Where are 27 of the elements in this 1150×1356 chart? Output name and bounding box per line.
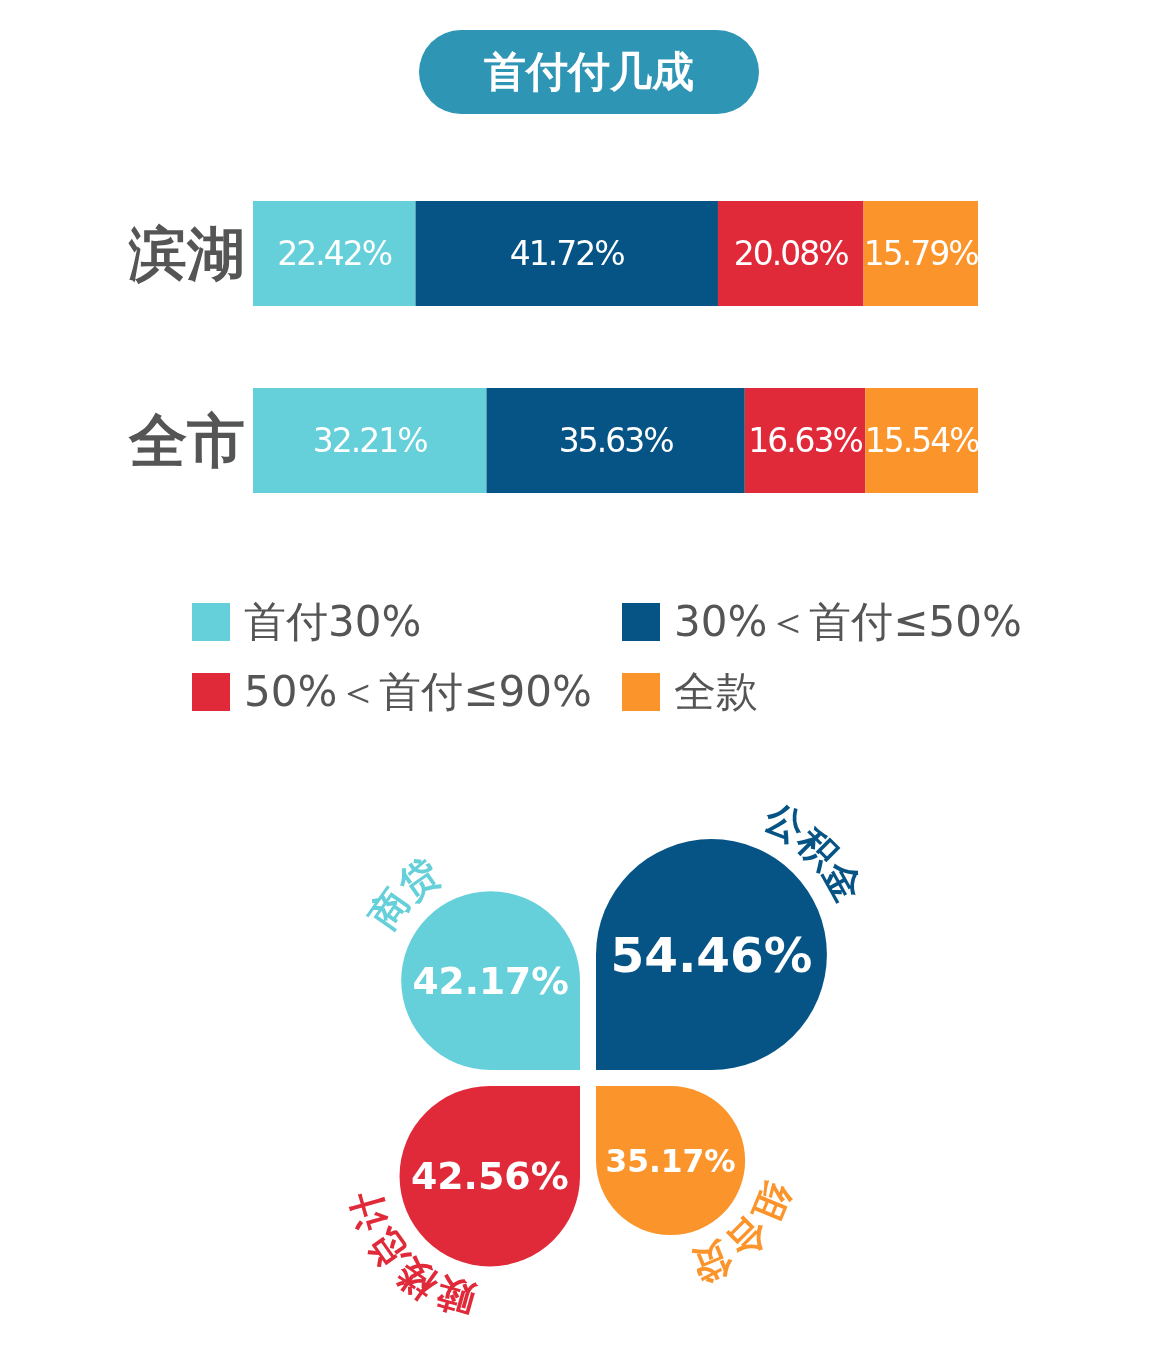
y-tick-label: 全市: [128, 407, 245, 476]
data-label: 16.63%: [748, 421, 863, 460]
data-label: 32.21%: [312, 421, 428, 460]
bar: [486, 388, 745, 493]
data-label: 22.42%: [277, 234, 392, 273]
data-label: 35.63%: [558, 421, 674, 460]
bar: [865, 388, 978, 493]
data-label: 54.46%: [610, 926, 813, 983]
bar: [253, 388, 487, 493]
legend-label: 全款: [674, 666, 758, 718]
y-tick-label: 滨湖: [128, 220, 245, 289]
bar: [863, 201, 978, 306]
data-label: 42.17%: [412, 958, 569, 1003]
bar: [717, 201, 864, 306]
legend-label: 50%＜首付≤90%: [244, 666, 592, 718]
category-label: 公积金: [756, 794, 872, 909]
chart-title: 首付付几成: [419, 30, 759, 114]
data-label: 15.54%: [864, 421, 980, 460]
data-label: 15.79%: [863, 234, 979, 273]
category-label: 商贷: [360, 850, 448, 938]
data-label: 20.08%: [733, 234, 849, 273]
bar: [253, 201, 416, 306]
data-label: 41.72%: [509, 234, 625, 273]
legend-label: 首付30%: [244, 596, 422, 648]
bar: [415, 201, 718, 306]
legend-label: 30%＜首付≤50%: [674, 596, 1022, 648]
bar: [744, 388, 866, 493]
